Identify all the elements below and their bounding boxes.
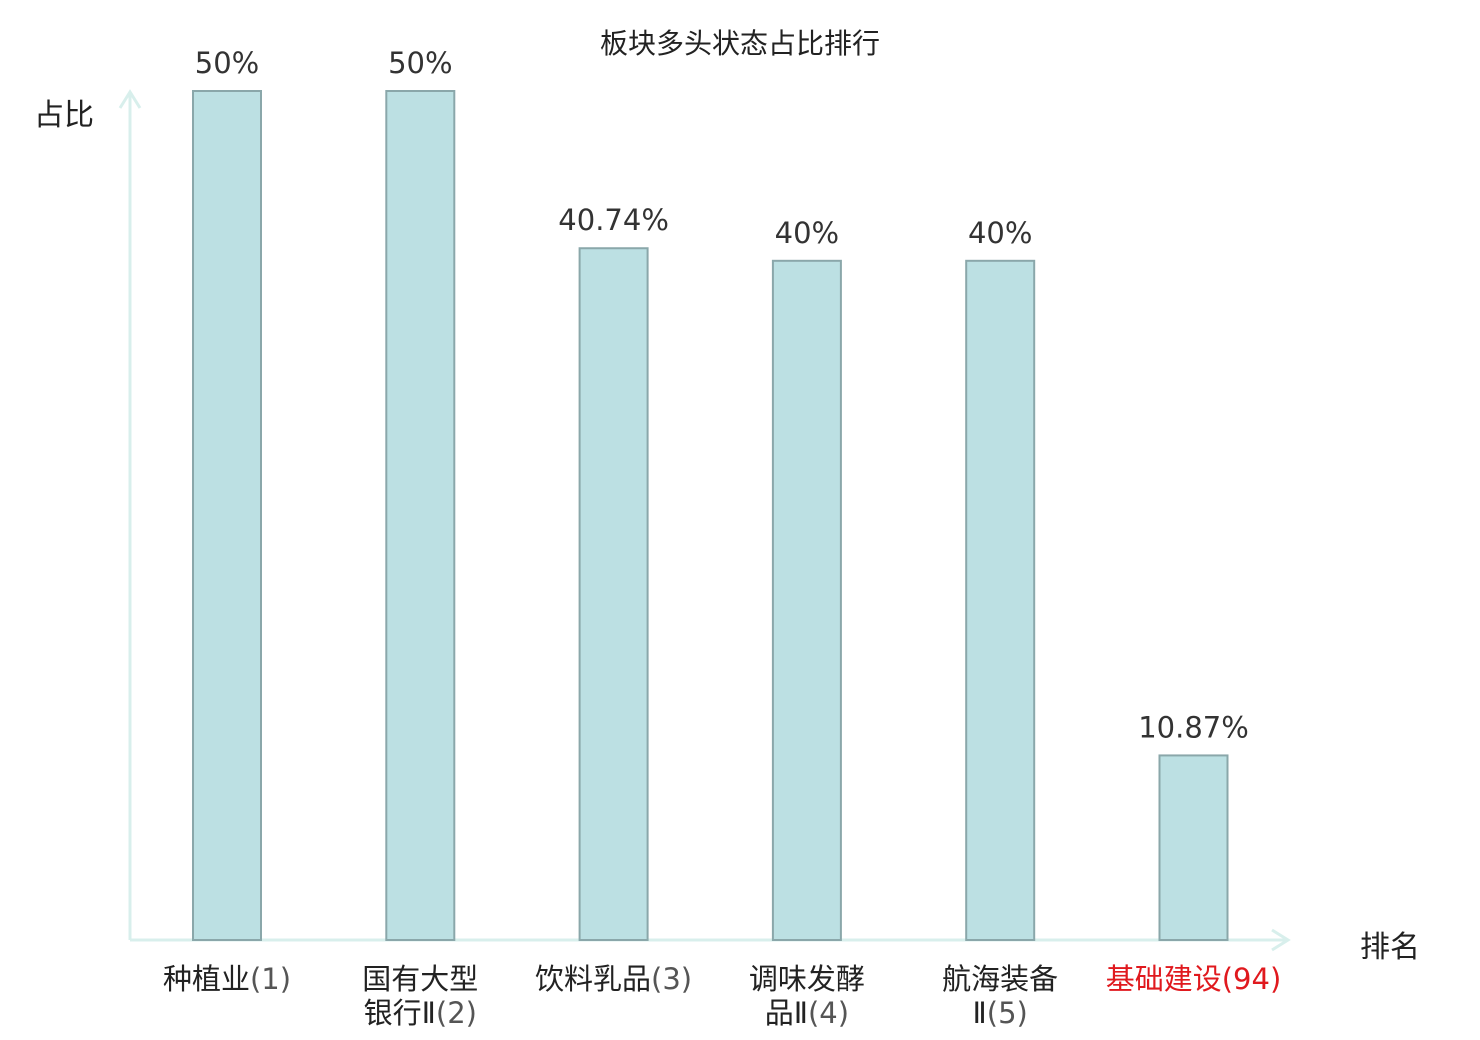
category-name-text: 种植业 bbox=[162, 962, 250, 996]
bar-5 bbox=[965, 259, 1036, 941]
category-label-line: 种植业(1) bbox=[127, 962, 327, 996]
category-name-text: 调味发酵 bbox=[748, 962, 865, 996]
category-rank-text: (2) bbox=[435, 996, 477, 1030]
value-label-5: 40% bbox=[968, 216, 1032, 250]
bar-6 bbox=[1158, 754, 1229, 942]
category-label-6: 基础建设(94) bbox=[1094, 962, 1294, 996]
bar-2 bbox=[385, 90, 456, 941]
category-rank-text: (4) bbox=[807, 996, 850, 1030]
category-label-line: 航海装备 bbox=[900, 962, 1100, 996]
bar-1 bbox=[192, 90, 262, 941]
category-name-text: 品Ⅱ bbox=[764, 996, 808, 1030]
category-name-text: 基础建设 bbox=[1105, 962, 1222, 996]
value-label-4: 40% bbox=[775, 216, 839, 250]
category-label-4: 调味发酵 品Ⅱ(4) bbox=[707, 962, 907, 1030]
category-name-text: 航海装备 bbox=[942, 962, 1059, 996]
value-label-2: 50% bbox=[388, 46, 452, 80]
value-label-1: 50% bbox=[195, 46, 259, 80]
category-label-line: 品Ⅱ(4) bbox=[707, 996, 907, 1030]
category-name-text: 国有大型 bbox=[362, 962, 479, 996]
category-label-line: 国有大型 bbox=[320, 962, 520, 996]
category-name-text: 饮料乳品 bbox=[535, 962, 652, 996]
axes bbox=[118, 89, 1291, 952]
value-labels-group: 50% 50% 40.74% 40% 40% 10.87% bbox=[195, 46, 1249, 744]
chart-title: 板块多头状态占比排行 bbox=[599, 27, 880, 60]
y-axis-arrow bbox=[118, 89, 142, 109]
category-rank-text: (1) bbox=[249, 962, 292, 996]
category-label-line: 调味发酵 bbox=[707, 962, 907, 996]
bars-group bbox=[192, 90, 1229, 942]
category-label-line: Ⅱ(5) bbox=[900, 996, 1100, 1030]
category-label-line: 饮料乳品(3) bbox=[514, 962, 714, 996]
category-label-line: 基础建设(94) bbox=[1094, 962, 1294, 996]
bar-4 bbox=[771, 259, 842, 941]
category-rank-text: (94) bbox=[1221, 962, 1282, 996]
category-name-text: Ⅱ bbox=[972, 996, 987, 1030]
category-rank-text: (5) bbox=[986, 996, 1028, 1030]
x-axis-label: 排名 bbox=[1360, 930, 1420, 965]
category-label-line: 银行Ⅱ(2) bbox=[320, 996, 520, 1030]
bar-3 bbox=[578, 247, 649, 941]
category-name-text: 银行Ⅱ bbox=[363, 996, 436, 1030]
category-label-5: 航海装备 Ⅱ(5) bbox=[900, 962, 1100, 1030]
category-label-1: 种植业(1) bbox=[127, 962, 327, 996]
y-axis-label: 占比 bbox=[34, 98, 94, 133]
category-label-3: 饮料乳品(3) bbox=[514, 962, 714, 996]
value-label-6: 10.87% bbox=[1138, 710, 1249, 744]
value-label-3: 40.74% bbox=[558, 203, 669, 237]
x-axis-arrow bbox=[1271, 928, 1291, 952]
category-label-2: 国有大型 银行Ⅱ(2) bbox=[320, 962, 520, 1030]
category-rank-text: (3) bbox=[651, 962, 693, 996]
